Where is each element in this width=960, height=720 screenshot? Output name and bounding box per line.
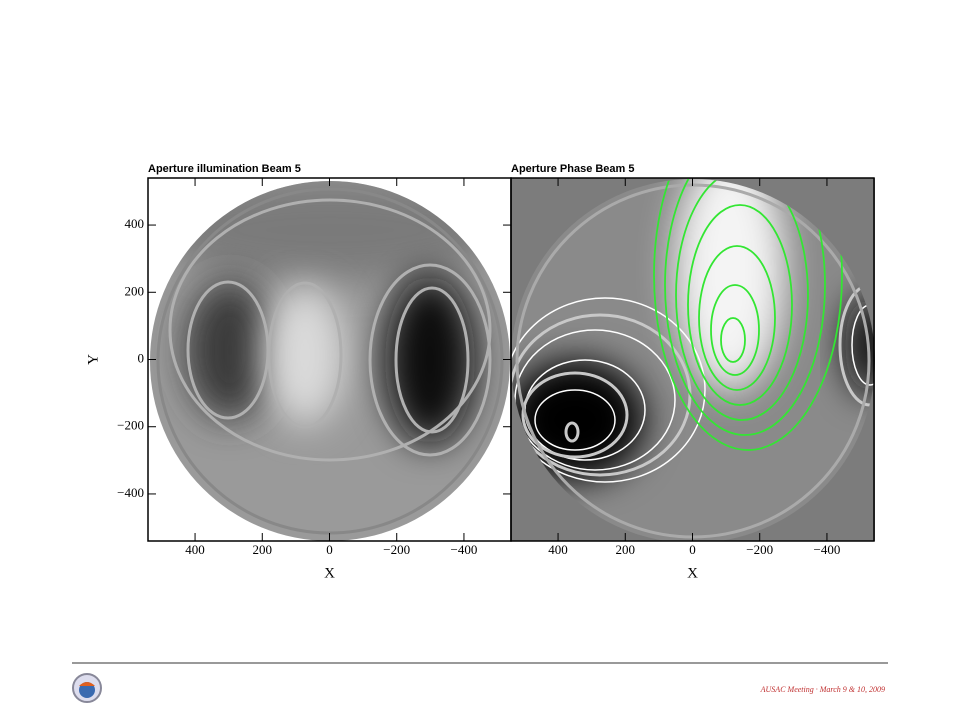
x-tick-label: −200 (383, 542, 410, 557)
x-tick-label: −400 (451, 542, 478, 557)
x-tick-label: 200 (253, 542, 273, 557)
y-tick-label: 400 (125, 216, 145, 231)
x-tick-label: −200 (746, 542, 773, 557)
x-tick-label: 0 (326, 542, 333, 557)
y-tick-label: 200 (125, 283, 145, 298)
x-tick-label: 400 (548, 542, 568, 557)
plot-title: Aperture Phase Beam 5 (511, 163, 635, 175)
y-axis-label: Y (85, 354, 101, 365)
x-axis-label: X (687, 565, 698, 581)
y-tick-label: −400 (117, 485, 144, 500)
y-tick-label: −200 (117, 418, 144, 433)
x-tick-label: 400 (185, 542, 205, 557)
illumination-image (150, 181, 510, 541)
x-tick-label: 200 (616, 542, 636, 557)
y-tick-label: 0 (138, 350, 145, 365)
plot-title: Aperture illumination Beam 5 (148, 163, 301, 175)
x-axis-label: X (324, 565, 335, 581)
x-tick-label: 0 (689, 542, 696, 557)
logo (72, 673, 102, 703)
phase-image (511, 178, 875, 541)
footer-text: AUSAC Meeting · March 9 & 10, 2009 (760, 685, 885, 694)
x-tick-label: −400 (814, 542, 841, 557)
